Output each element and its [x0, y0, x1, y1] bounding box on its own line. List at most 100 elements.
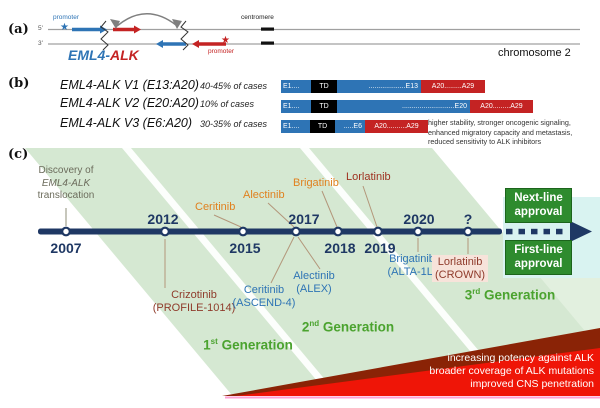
chromosome-diagram — [48, 13, 580, 51]
timeline-dash — [518, 228, 525, 235]
drug-lorlatinib-firstline: Lorlatinib (CROWN) — [432, 255, 489, 282]
gen-num: 2 — [301, 319, 310, 335]
segment-eml4-mid: .....E6 — [335, 120, 365, 133]
potency-line2: broader coverage of ALK mutations — [429, 365, 594, 377]
drug-name: Ceritinib — [243, 284, 285, 296]
eml4-gene-label: EML4- — [68, 47, 110, 63]
potency-annotation: increasing potency against ALK broader c… — [332, 352, 594, 391]
alk-gene-label: ALK — [110, 47, 139, 63]
timeline — [38, 221, 592, 242]
discovery-line2: EML4-ALK — [41, 177, 91, 189]
timeline-dot-2012 — [160, 226, 170, 237]
timeline-dash — [543, 228, 550, 235]
leader-brigatinib-above — [321, 190, 338, 228]
drug-ceritinib-nextline: Ceritinib — [195, 201, 236, 213]
alk-arrowhead-bottom-icon — [192, 40, 199, 48]
drug-name: Alectinib — [293, 270, 335, 282]
timeline-dash — [556, 228, 563, 235]
breakpoint-zigzag-left-icon — [100, 20, 109, 51]
year-2020: 2020 — [403, 211, 435, 227]
segment-td: TD — [311, 80, 337, 93]
approval-line2: approval — [514, 205, 563, 218]
promoter-label-alk: promoter — [208, 48, 235, 55]
timeline-dot-future — [463, 226, 473, 237]
promoter-star-red-icon: ★ — [221, 35, 230, 46]
drug-brigatinib-nextline: Brigatinib — [293, 177, 339, 189]
variant-name: EML4-ALK V3 (E6:A20) — [60, 116, 193, 130]
timeline-dot-2017 — [291, 226, 301, 237]
timeline-dash — [506, 228, 513, 235]
potency-line1: increasing potency against ALK — [447, 352, 594, 364]
drug-name: Lorlatinib — [437, 256, 483, 268]
leader-alectinib-below — [297, 236, 321, 270]
segment-eml4-mid: ...................E13 — [337, 80, 421, 93]
centromere-label: centromere — [241, 14, 274, 21]
leader-ceritinib-below — [270, 236, 295, 284]
next-line-approval-badge: Next-line approval — [505, 188, 572, 223]
drug-ceritinib-firstline: Ceritinib (ASCEND-4) — [216, 284, 312, 309]
inversion-arc-arrowhead-right-icon — [172, 19, 182, 29]
segment-alk: A20.........A29 — [470, 100, 533, 113]
generation-divider-stripe-1 — [122, 148, 337, 394]
five-prime-label: 5' — [38, 25, 43, 32]
segment-e1: E1.... — [281, 120, 310, 133]
variant-frequency: 40-45% of cases — [200, 81, 268, 91]
segment-e1: E1.... — [281, 80, 311, 93]
inverted-blue-arrowhead-icon — [156, 40, 163, 48]
gen-num: 1 — [203, 337, 211, 353]
segment-td: TD — [311, 100, 337, 113]
promoter-star-blue-icon: ★ — [60, 22, 69, 33]
drug-brigatinib-firstline: Brigatinib (ALTA-1L) — [364, 253, 460, 278]
approval-line1: Next-line — [514, 192, 563, 204]
gen-word: Generation — [484, 287, 556, 303]
inversion-arc-arrow — [116, 13, 177, 27]
leader-alectinib-above — [267, 202, 295, 228]
trial-name: (ALEX) — [296, 282, 332, 295]
variant-bar-v2: E1.... TD ...........................E20… — [281, 100, 533, 113]
leader-ceritinib-above — [213, 214, 242, 228]
variant-bar-v1: E1.... TD ...................E13 A20....… — [281, 80, 485, 93]
breakpoint-zigzag-right-icon — [180, 20, 189, 51]
v3-note-line: enhanced migratory capacity and metastas… — [428, 127, 573, 137]
panel-a-tag: (a) — [8, 22, 29, 37]
variant-name: EML4-ALK V2 (E20:A20) — [60, 96, 199, 110]
segment-e1: E1.... — [281, 100, 311, 113]
timeline-bar — [38, 228, 502, 235]
drug-name: Brigatinib — [389, 253, 435, 265]
timeline-dot-2015 — [238, 226, 248, 237]
year-2015: 2015 — [229, 240, 261, 256]
approval-line1: First-line — [514, 244, 563, 256]
trial-name: (CROWN) — [435, 268, 486, 281]
gen-word: Generation — [322, 319, 395, 335]
timeline-dot-2018 — [333, 226, 343, 237]
gen-sup: st — [210, 337, 218, 346]
generation-1-label: 1st Generation — [183, 337, 313, 353]
trial-name: (PROFILE-1014) — [152, 301, 236, 314]
trial-name: (ASCEND-4) — [232, 296, 296, 309]
leader-lorlatinib-above — [362, 185, 378, 228]
segment-alk: A20.........A29 — [421, 80, 485, 93]
variant-frequency: 10% of cases — [200, 99, 255, 109]
panel-b-tag: (b) — [8, 76, 30, 91]
first-line-approval-badge: First-line approval — [505, 240, 572, 275]
drug-name: Crizotinib — [171, 289, 217, 301]
variant-frequency: 30-35% of cases — [200, 119, 268, 129]
three-prime-label: 3' — [38, 39, 43, 47]
approval-line2: approval — [514, 257, 563, 270]
leader-lines — [65, 185, 469, 288]
v3-note-line: higher stability, stronger oncogenic sig… — [428, 118, 571, 127]
generation-divider-stripe-2 — [300, 148, 515, 394]
timeline-dot-2019 — [373, 226, 383, 237]
promoter-label-eml4: promoter — [53, 14, 80, 21]
centromere-mark-bottom — [261, 41, 274, 45]
year-2018: 2018 — [324, 240, 356, 256]
gen-sup: nd — [309, 319, 320, 328]
segment-td: TD — [310, 120, 335, 133]
segment-eml4-mid: ...........................E20 — [337, 100, 470, 113]
drug-alectinib-nextline: Alectinib — [243, 189, 285, 201]
gen-sup: rd — [472, 287, 481, 296]
year-unknown: ? — [463, 211, 473, 227]
year-2019: 2019 — [364, 240, 396, 256]
